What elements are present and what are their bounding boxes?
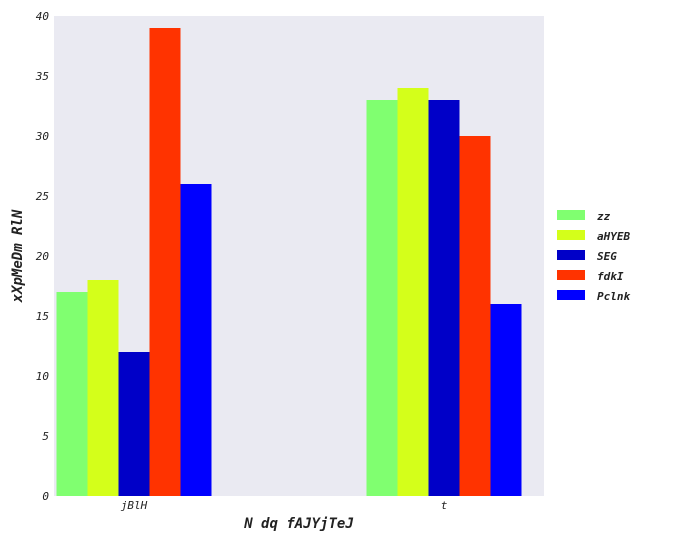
y-axis-title: xXpMeDm RlN: [10, 209, 26, 303]
legend-swatch-SEG: [557, 250, 585, 260]
legend-label-fdkI: fdkI: [597, 270, 624, 283]
y-tick-label: 10: [36, 370, 50, 383]
x-ticks: jBlH t: [121, 499, 448, 512]
x-axis-title: N dq fAJYjTeJ: [243, 516, 354, 532]
legend: zz aHYEB SEG fdkI Pclnk: [557, 210, 630, 303]
y-tick-label: 30: [35, 130, 50, 143]
legend-swatch-zz: [557, 210, 585, 220]
legend-label-Pclnk: Pclnk: [597, 290, 630, 303]
bar-fdkI-t: [459, 136, 491, 496]
x-tick-label: jBlH: [121, 499, 148, 512]
bar-aHYEB-jBlH: [87, 280, 119, 496]
y-tick-label: 35: [35, 70, 49, 83]
y-tick-label: 25: [36, 190, 49, 203]
y-ticks: 0 5 10 15 20 25 30 35 40: [35, 10, 50, 503]
bar-zz-jBlH: [56, 292, 88, 496]
y-tick-label: 20: [36, 250, 50, 263]
bar-Pclnk-jBlH: [180, 184, 212, 496]
bar-Pclnk-t: [490, 304, 522, 496]
legend-swatch-Pclnk: [557, 290, 585, 300]
bar-SEG-jBlH: [118, 352, 150, 496]
legend-label-SEG: SEG: [597, 250, 617, 263]
y-tick-label: 40: [36, 10, 50, 23]
x-tick-label: t: [441, 499, 448, 512]
bars-group: [56, 28, 522, 496]
y-tick-label: 0: [42, 490, 49, 503]
y-tick-label: 15: [36, 310, 49, 323]
bar-aHYEB-t: [397, 88, 429, 496]
legend-label-aHYEB: aHYEB: [597, 230, 630, 243]
y-tick-label: 5: [42, 430, 49, 443]
bar-zz-t: [366, 100, 398, 496]
legend-swatch-aHYEB: [557, 230, 585, 240]
legend-swatch-fdkI: [557, 270, 585, 280]
bar-fdkI-jBlH: [149, 28, 181, 496]
legend-label-zz: zz: [597, 210, 611, 223]
bar-SEG-t: [428, 100, 460, 496]
